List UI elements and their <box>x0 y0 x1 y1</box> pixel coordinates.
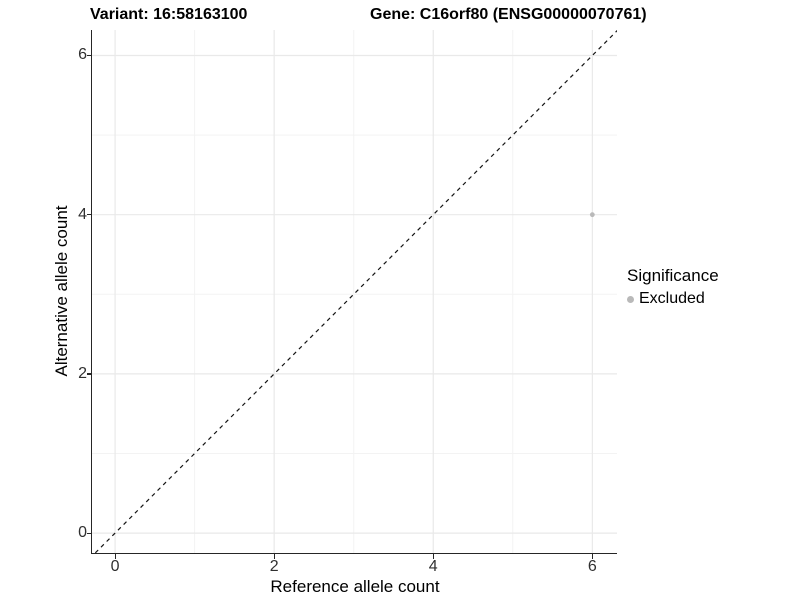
legend: Significance Excluded <box>627 266 719 308</box>
y-axis-line <box>91 30 93 554</box>
x-tick-label: 2 <box>269 558 279 575</box>
identity-line <box>94 30 617 553</box>
x-axis-title-text: Reference allele count <box>270 577 440 596</box>
legend-entry-excluded: Excluded <box>627 290 719 308</box>
legend-entry-label: Excluded <box>639 290 705 307</box>
y-tick-mark <box>86 214 91 216</box>
y-axis-title-text: Alternative allele count <box>52 205 71 377</box>
x-axis-title: Reference allele count <box>0 577 800 597</box>
y-tick-mark <box>86 54 91 57</box>
y-tick-label: 6 <box>78 46 87 64</box>
excluded-point-icon <box>627 295 634 303</box>
legend-title: Significance <box>627 266 719 285</box>
y-tick-label: 2 <box>78 364 87 382</box>
data-point-excluded <box>589 212 595 218</box>
plot-canvas <box>92 30 617 553</box>
x-tick-mark <box>591 554 594 559</box>
x-axis-line <box>91 552 617 554</box>
x-tick-mark <box>273 554 275 559</box>
plot-panel <box>92 30 617 553</box>
x-tick-mark <box>114 554 116 559</box>
variant-title: Variant: 16:58163100 <box>90 6 248 23</box>
y-tick-label: 0 <box>78 524 87 542</box>
y-tick-label: 4 <box>78 205 87 223</box>
x-tick-label: 4 <box>428 558 438 575</box>
y-tick-mark <box>86 532 91 534</box>
y-tick-mark <box>86 373 91 375</box>
x-tick-mark <box>432 554 434 559</box>
y-axis-title: Alternative allele count <box>52 205 72 376</box>
gene-title: Gene: C16orf80 (ENSG00000070761) <box>370 6 647 23</box>
x-tick-label: 6 <box>587 558 597 575</box>
x-tick-label: 0 <box>110 558 120 575</box>
